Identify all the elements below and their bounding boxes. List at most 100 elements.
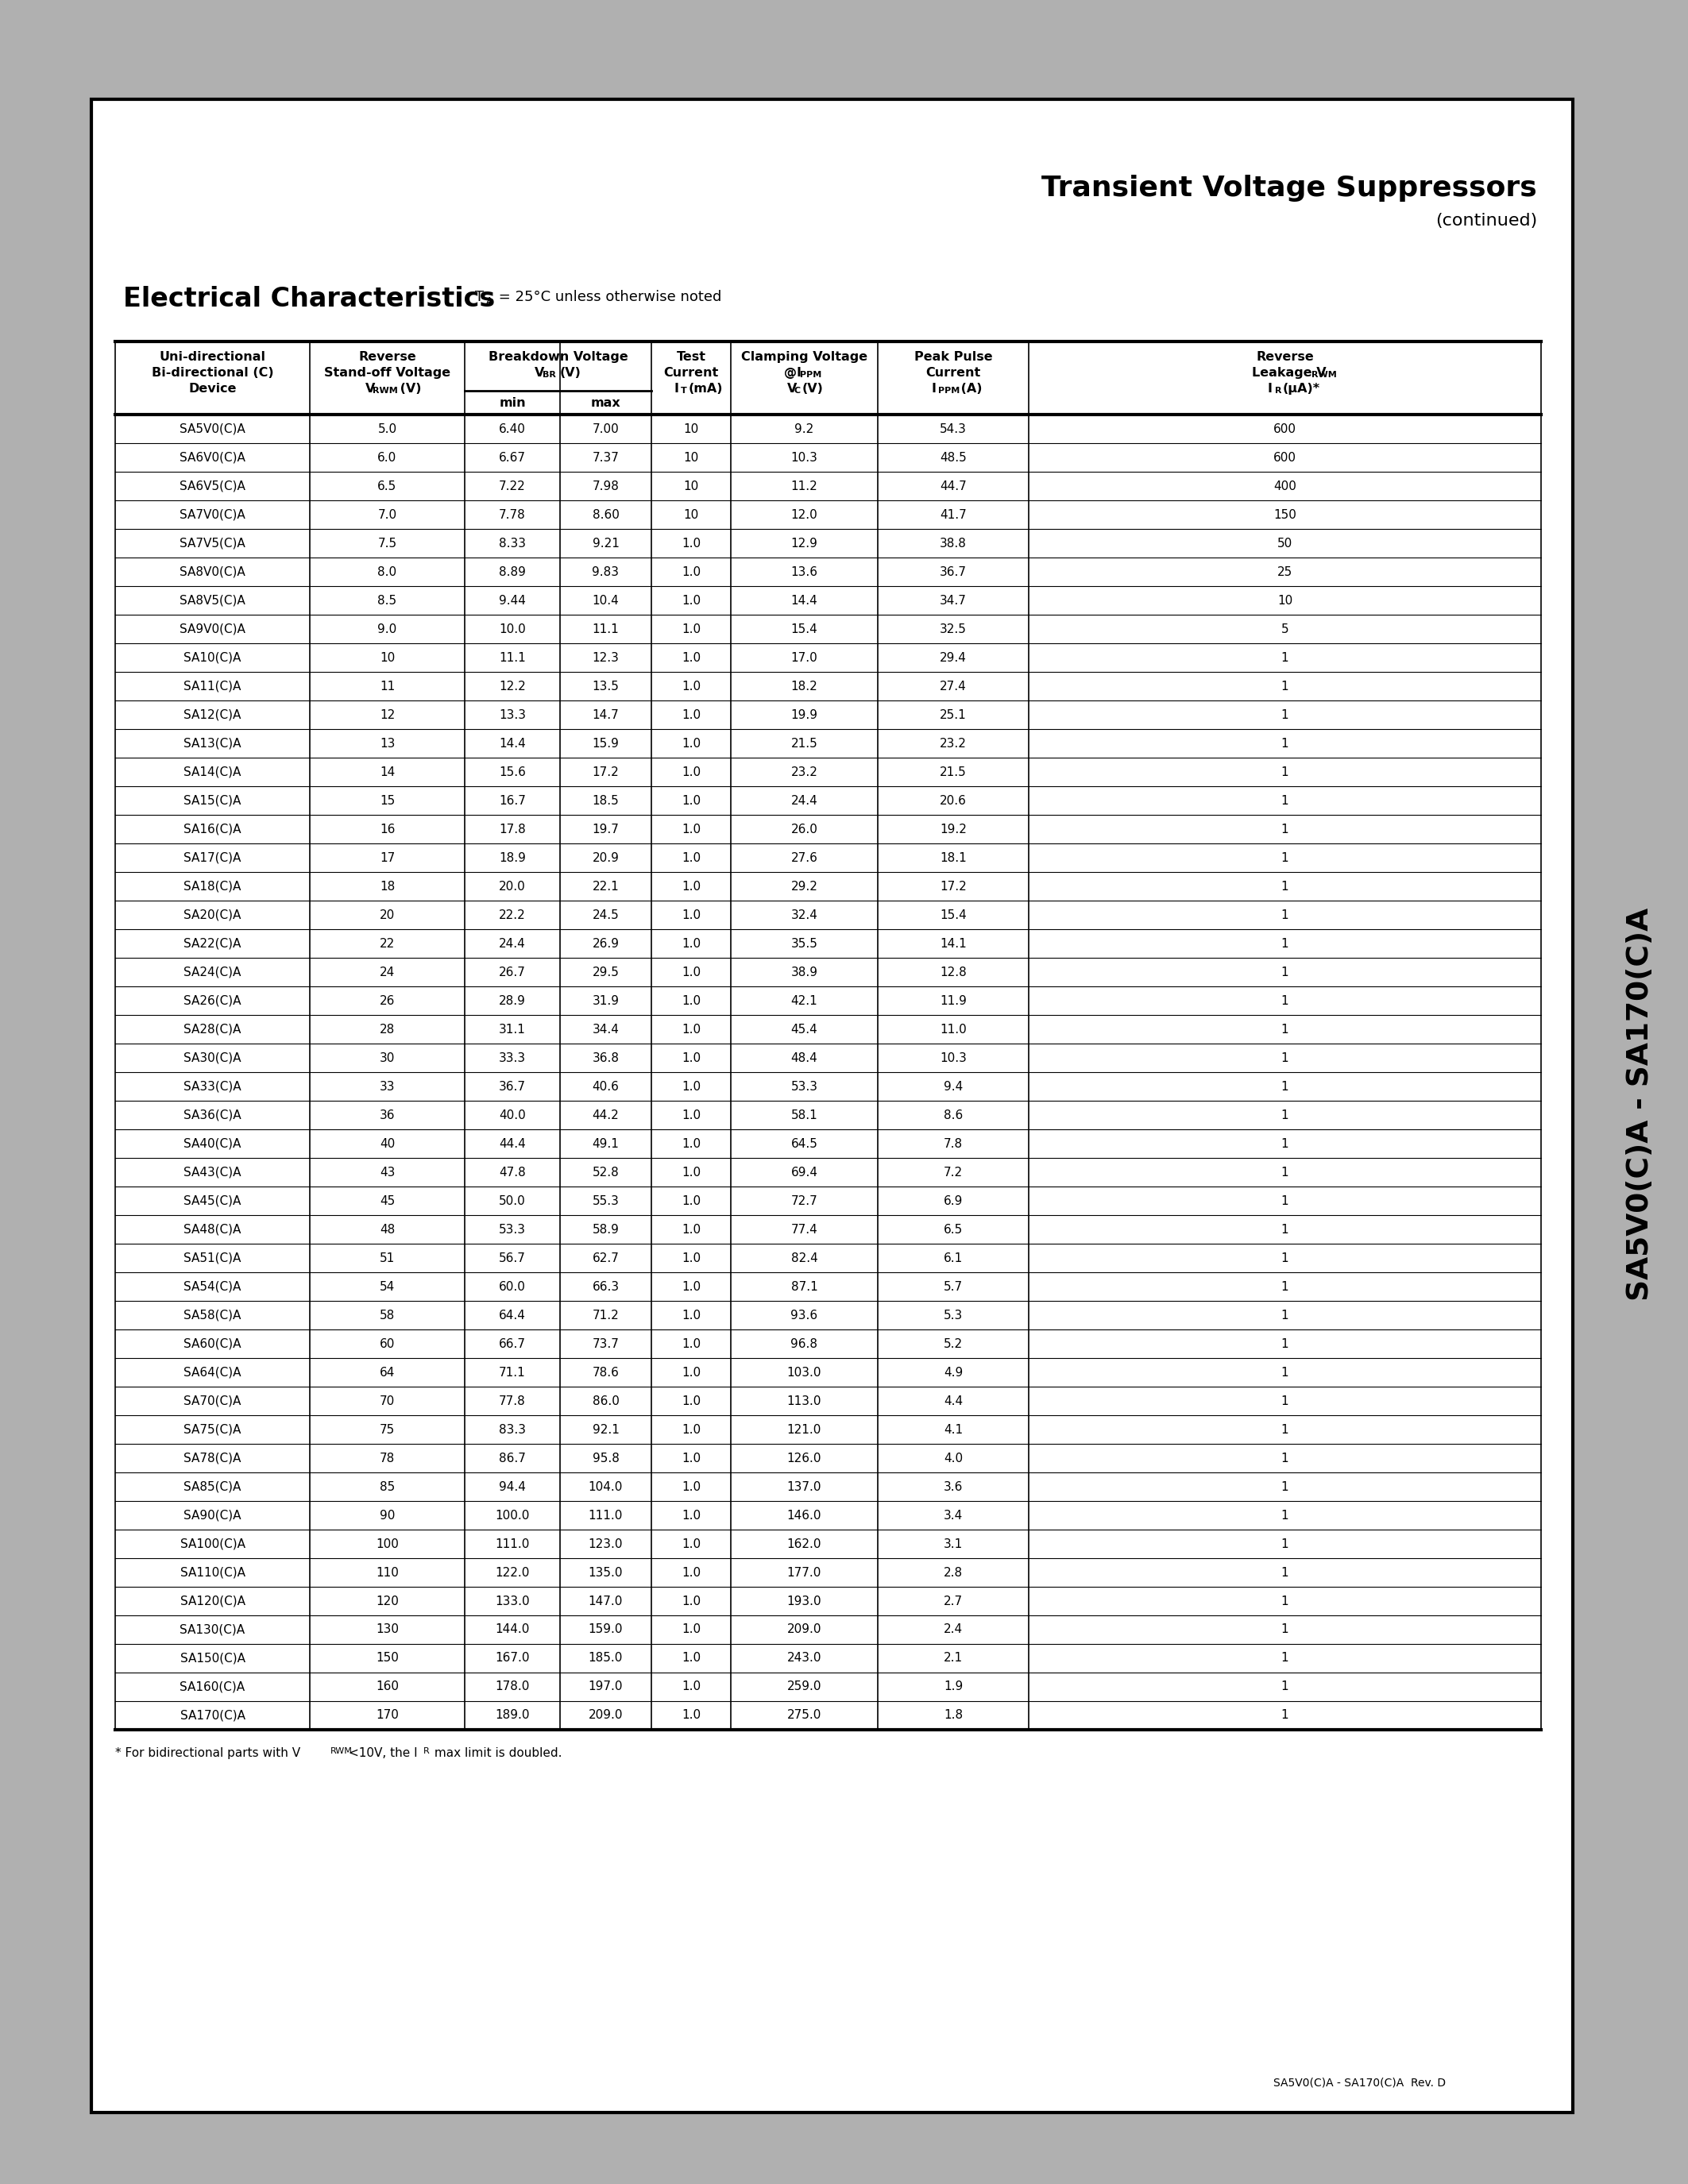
Text: SA70(C)A: SA70(C)A xyxy=(184,1396,241,1406)
Text: 36.8: 36.8 xyxy=(592,1053,619,1064)
Text: SA120(C)A: SA120(C)A xyxy=(181,1594,245,1607)
Text: 1.0: 1.0 xyxy=(682,1710,701,1721)
Text: 1.0: 1.0 xyxy=(682,795,701,806)
Text: 147.0: 147.0 xyxy=(589,1594,623,1607)
Text: SA24(C)A: SA24(C)A xyxy=(184,965,241,978)
Text: 1: 1 xyxy=(1281,852,1288,863)
Text: RWM: RWM xyxy=(1312,371,1337,378)
Text: 1: 1 xyxy=(1281,1481,1288,1492)
Text: 45: 45 xyxy=(380,1195,395,1208)
Text: 78: 78 xyxy=(380,1452,395,1463)
Text: 1: 1 xyxy=(1281,651,1288,664)
Text: 58.1: 58.1 xyxy=(792,1109,817,1120)
Text: 13: 13 xyxy=(380,738,395,749)
Text: 159.0: 159.0 xyxy=(589,1623,623,1636)
Text: 1.0: 1.0 xyxy=(682,1566,701,1579)
Text: 209.0: 209.0 xyxy=(787,1623,822,1636)
Text: 2.1: 2.1 xyxy=(944,1653,962,1664)
Text: 150: 150 xyxy=(376,1653,398,1664)
Text: 5.0: 5.0 xyxy=(378,424,397,435)
Text: 31.1: 31.1 xyxy=(500,1024,527,1035)
Text: 146.0: 146.0 xyxy=(787,1509,822,1522)
Text: 26: 26 xyxy=(380,994,395,1007)
Text: 1.0: 1.0 xyxy=(682,1396,701,1406)
Text: 137.0: 137.0 xyxy=(787,1481,822,1492)
Text: SA45(C)A: SA45(C)A xyxy=(184,1195,241,1208)
Text: 13.5: 13.5 xyxy=(592,679,619,692)
Text: 5.3: 5.3 xyxy=(944,1308,962,1321)
Text: 23.2: 23.2 xyxy=(940,738,967,749)
Text: 1: 1 xyxy=(1281,1424,1288,1435)
Text: SA15(C)A: SA15(C)A xyxy=(184,795,241,806)
Text: 1.9: 1.9 xyxy=(944,1682,962,1693)
Text: 45.4: 45.4 xyxy=(792,1024,817,1035)
Text: 8.60: 8.60 xyxy=(592,509,619,520)
Text: SA14(C)A: SA14(C)A xyxy=(184,767,241,778)
Text: 1.0: 1.0 xyxy=(682,852,701,863)
Text: 51: 51 xyxy=(380,1251,395,1265)
Text: SA54(C)A: SA54(C)A xyxy=(184,1280,241,1293)
Text: 18.2: 18.2 xyxy=(792,679,817,692)
Text: SA40(C)A: SA40(C)A xyxy=(184,1138,241,1149)
Text: 185.0: 185.0 xyxy=(589,1653,623,1664)
Text: 75: 75 xyxy=(380,1424,395,1435)
Text: 1.0: 1.0 xyxy=(682,1251,701,1265)
Text: 62.7: 62.7 xyxy=(592,1251,619,1265)
Text: 1.0: 1.0 xyxy=(682,1081,701,1092)
Text: 13.6: 13.6 xyxy=(790,566,817,579)
Text: 12.8: 12.8 xyxy=(940,965,967,978)
Text: 1.0: 1.0 xyxy=(682,1223,701,1236)
Text: R: R xyxy=(424,1747,429,1756)
Text: 1: 1 xyxy=(1281,1396,1288,1406)
Text: 1: 1 xyxy=(1281,1594,1288,1607)
Text: 135.0: 135.0 xyxy=(589,1566,623,1579)
Text: BR: BR xyxy=(542,371,555,378)
Text: min: min xyxy=(500,397,525,408)
Text: 1.0: 1.0 xyxy=(682,880,701,893)
Text: 1.0: 1.0 xyxy=(682,1024,701,1035)
Text: 1: 1 xyxy=(1281,1653,1288,1664)
Text: SA8V0(C)A: SA8V0(C)A xyxy=(179,566,245,579)
Text: 9.21: 9.21 xyxy=(592,537,619,548)
Text: 167.0: 167.0 xyxy=(495,1653,530,1664)
Text: 1: 1 xyxy=(1281,1339,1288,1350)
Text: 32.4: 32.4 xyxy=(790,909,817,922)
Text: 1: 1 xyxy=(1281,1223,1288,1236)
Text: 243.0: 243.0 xyxy=(787,1653,822,1664)
Text: 1.0: 1.0 xyxy=(682,738,701,749)
Text: 70: 70 xyxy=(380,1396,395,1406)
Text: SA20(C)A: SA20(C)A xyxy=(184,909,241,922)
Text: 86.0: 86.0 xyxy=(592,1396,619,1406)
Text: 1.0: 1.0 xyxy=(682,965,701,978)
Text: Peak Pulse: Peak Pulse xyxy=(915,352,993,363)
Text: 111.0: 111.0 xyxy=(589,1509,623,1522)
Text: 69.4: 69.4 xyxy=(790,1166,817,1177)
Text: SA130(C)A: SA130(C)A xyxy=(181,1623,245,1636)
Text: 31.9: 31.9 xyxy=(592,994,619,1007)
Text: Uni-directional: Uni-directional xyxy=(159,352,265,363)
Text: (mA): (mA) xyxy=(689,382,722,395)
Text: R: R xyxy=(1274,387,1281,395)
Text: 14.4: 14.4 xyxy=(500,738,525,749)
Text: 60: 60 xyxy=(380,1339,395,1350)
Text: 25: 25 xyxy=(1278,566,1293,579)
Text: 21.5: 21.5 xyxy=(792,738,817,749)
Text: 111.0: 111.0 xyxy=(495,1538,530,1551)
Text: 43: 43 xyxy=(380,1166,395,1177)
Text: 28.9: 28.9 xyxy=(500,994,527,1007)
Text: 144.0: 144.0 xyxy=(495,1623,530,1636)
Text: 7.8: 7.8 xyxy=(944,1138,962,1149)
Text: 19.2: 19.2 xyxy=(940,823,967,834)
Text: 6.40: 6.40 xyxy=(500,424,527,435)
Text: SA10(C)A: SA10(C)A xyxy=(184,651,241,664)
Text: Reverse: Reverse xyxy=(358,352,417,363)
Text: 1.0: 1.0 xyxy=(682,1280,701,1293)
Text: 7.37: 7.37 xyxy=(592,452,619,463)
Text: 16.7: 16.7 xyxy=(500,795,527,806)
Text: Bi-directional (C): Bi-directional (C) xyxy=(152,367,273,378)
Text: 1: 1 xyxy=(1281,1509,1288,1522)
Text: 6.9: 6.9 xyxy=(944,1195,962,1208)
Text: 71.2: 71.2 xyxy=(592,1308,619,1321)
Bar xyxy=(91,98,1573,2112)
Text: SA7V5(C)A: SA7V5(C)A xyxy=(179,537,245,548)
